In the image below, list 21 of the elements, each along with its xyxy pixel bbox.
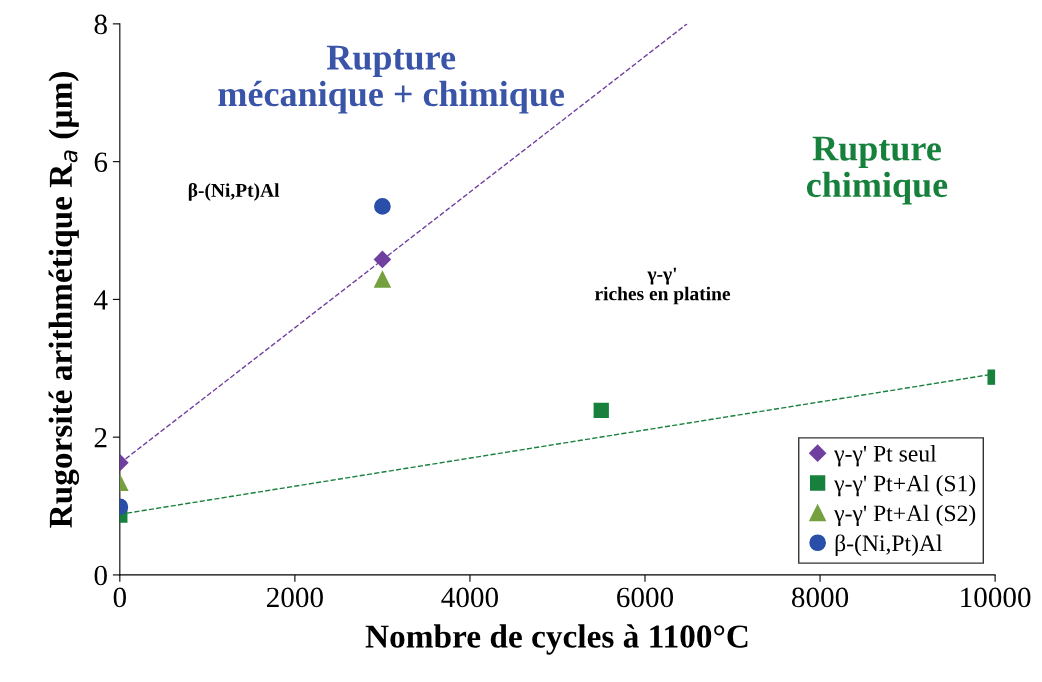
- x-axis-title: Nombre de cycles à 1100°C: [365, 624, 748, 655]
- legend-label: γ-γ' Pt+Al (S1): [834, 474, 976, 497]
- legend-label: β-(Ni,Pt)Al: [835, 534, 943, 557]
- x-tick-label: 0: [113, 587, 127, 608]
- y-tick-label: 0: [94, 565, 107, 586]
- x-tick-label: 6000: [617, 587, 674, 608]
- y-tick-label: 8: [94, 14, 107, 35]
- legend-label: γ-γ' Pt seul: [834, 445, 937, 467]
- annotation: γ-γ' riches en platine: [594, 267, 731, 305]
- y-axis-title: Rugorsité arithmétique R$_{a}$ (µm): [48, 72, 80, 528]
- annotation: Rupture chimique: [806, 136, 948, 205]
- x-tick-label: 8000: [792, 587, 849, 608]
- y-tick-label: 6: [94, 152, 108, 173]
- annotation: β-(Ni,Pt)Al: [188, 183, 280, 201]
- y-tick-label: 4: [94, 290, 108, 310]
- annotation: Rupture mécanique + chimique: [218, 45, 565, 114]
- legend-label: γ-γ' Pt+Al (S2): [834, 504, 976, 527]
- x-tick-label: 4000: [441, 587, 498, 608]
- x-tick-label: 2000: [267, 587, 323, 608]
- x-tick-label: 10000: [961, 587, 1031, 608]
- y-tick-label: 2: [94, 427, 107, 448]
